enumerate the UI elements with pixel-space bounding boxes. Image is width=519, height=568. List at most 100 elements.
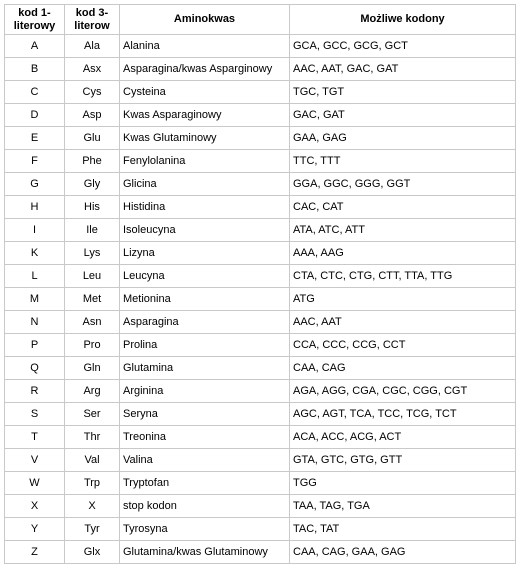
table-row: NAsnAsparaginaAAC, AAT (5, 311, 516, 334)
cell: E (5, 127, 65, 150)
cell: X (5, 495, 65, 518)
table-row: CCysCysteinaTGC, TGT (5, 81, 516, 104)
cell: Leucyna (120, 265, 290, 288)
table-row: IIleIsoleucynaATA, ATC, ATT (5, 219, 516, 242)
cell: Alanina (120, 35, 290, 58)
cell: Kwas Glutaminowy (120, 127, 290, 150)
cell: Arg (65, 380, 120, 403)
cell: TGG (290, 472, 516, 495)
cell: AGC, AGT, TCA, TCC, TCG, TCT (290, 403, 516, 426)
cell: AGA, AGG, CGA, CGC, CGG, CGT (290, 380, 516, 403)
cell: Phe (65, 150, 120, 173)
cell: Z (5, 541, 65, 564)
cell: Prolina (120, 334, 290, 357)
cell: Fenylolanina (120, 150, 290, 173)
cell: V (5, 449, 65, 472)
table-row: BAsxAsparagina/kwas AsparginowyAAC, AAT,… (5, 58, 516, 81)
cell: C (5, 81, 65, 104)
cell: Y (5, 518, 65, 541)
cell: Tyr (65, 518, 120, 541)
cell: Glutamina/kwas Glutaminowy (120, 541, 290, 564)
cell: TAC, TAT (290, 518, 516, 541)
cell: Kwas Asparaginowy (120, 104, 290, 127)
cell: Histidina (120, 196, 290, 219)
amino-acid-table: kod 1-literowy kod 3-literow Aminokwas M… (4, 4, 516, 564)
table-row: LLeuLeucynaCTA, CTC, CTG, CTT, TTA, TTG (5, 265, 516, 288)
cell: Glutamina (120, 357, 290, 380)
cell: Asparagina (120, 311, 290, 334)
cell: R (5, 380, 65, 403)
cell: Gly (65, 173, 120, 196)
cell: X (65, 495, 120, 518)
cell: Thr (65, 426, 120, 449)
cell: Glx (65, 541, 120, 564)
table-row: XXstop kodonTAA, TAG, TGA (5, 495, 516, 518)
cell: Gln (65, 357, 120, 380)
cell: Asn (65, 311, 120, 334)
cell: Pro (65, 334, 120, 357)
table-row: FPheFenylolaninaTTC, TTT (5, 150, 516, 173)
cell: GAA, GAG (290, 127, 516, 150)
cell: TTC, TTT (290, 150, 516, 173)
cell: GTA, GTC, GTG, GTT (290, 449, 516, 472)
cell: Seryna (120, 403, 290, 426)
cell: Q (5, 357, 65, 380)
cell: AAC, AAT, GAC, GAT (290, 58, 516, 81)
cell: AAC, AAT (290, 311, 516, 334)
cell: Tyrosyna (120, 518, 290, 541)
table-row: PProProlinaCCA, CCC, CCG, CCT (5, 334, 516, 357)
table-row: AAlaAlaninaGCA, GCC, GCG, GCT (5, 35, 516, 58)
cell: Asparagina/kwas Asparginowy (120, 58, 290, 81)
cell: Treonina (120, 426, 290, 449)
table-row: VValValinaGTA, GTC, GTG, GTT (5, 449, 516, 472)
cell: AAA, AAG (290, 242, 516, 265)
table-row: MMetMetioninaATG (5, 288, 516, 311)
table-header: kod 1-literowy kod 3-literow Aminokwas M… (5, 5, 516, 35)
cell: N (5, 311, 65, 334)
cell: S (5, 403, 65, 426)
table-row: TThrTreoninaACA, ACC, ACG, ACT (5, 426, 516, 449)
table-row: ZGlxGlutamina/kwas GlutaminowyCAA, CAG, … (5, 541, 516, 564)
cell: W (5, 472, 65, 495)
cell: Valina (120, 449, 290, 472)
cell: I (5, 219, 65, 242)
cell: Ser (65, 403, 120, 426)
cell: GCA, GCC, GCG, GCT (290, 35, 516, 58)
cell: D (5, 104, 65, 127)
cell: Asx (65, 58, 120, 81)
table-body: AAlaAlaninaGCA, GCC, GCG, GCTBAsxAsparag… (5, 35, 516, 564)
cell: Ile (65, 219, 120, 242)
cell: CTA, CTC, CTG, CTT, TTA, TTG (290, 265, 516, 288)
cell: stop kodon (120, 495, 290, 518)
cell: ATG (290, 288, 516, 311)
cell: F (5, 150, 65, 173)
cell: His (65, 196, 120, 219)
col-header-codons: Możliwe kodony (290, 5, 516, 35)
col-header-1letter: kod 1-literowy (5, 5, 65, 35)
col-header-3letter: kod 3-literow (65, 5, 120, 35)
cell: Val (65, 449, 120, 472)
cell: P (5, 334, 65, 357)
cell: Arginina (120, 380, 290, 403)
cell: CCA, CCC, CCG, CCT (290, 334, 516, 357)
cell: CAC, CAT (290, 196, 516, 219)
cell: GGA, GGC, GGG, GGT (290, 173, 516, 196)
table-row: QGlnGlutaminaCAA, CAG (5, 357, 516, 380)
cell: Metionina (120, 288, 290, 311)
cell: Lizyna (120, 242, 290, 265)
cell: T (5, 426, 65, 449)
table-row: YTyrTyrosynaTAC, TAT (5, 518, 516, 541)
cell: Trp (65, 472, 120, 495)
cell: Cysteina (120, 81, 290, 104)
cell: Met (65, 288, 120, 311)
cell: GAC, GAT (290, 104, 516, 127)
table-row: GGlyGlicinaGGA, GGC, GGG, GGT (5, 173, 516, 196)
cell: ATA, ATC, ATT (290, 219, 516, 242)
cell: K (5, 242, 65, 265)
cell: Lys (65, 242, 120, 265)
col-header-amino: Aminokwas (120, 5, 290, 35)
cell: TGC, TGT (290, 81, 516, 104)
cell: G (5, 173, 65, 196)
cell: Isoleucyna (120, 219, 290, 242)
table-row: EGluKwas GlutaminowyGAA, GAG (5, 127, 516, 150)
